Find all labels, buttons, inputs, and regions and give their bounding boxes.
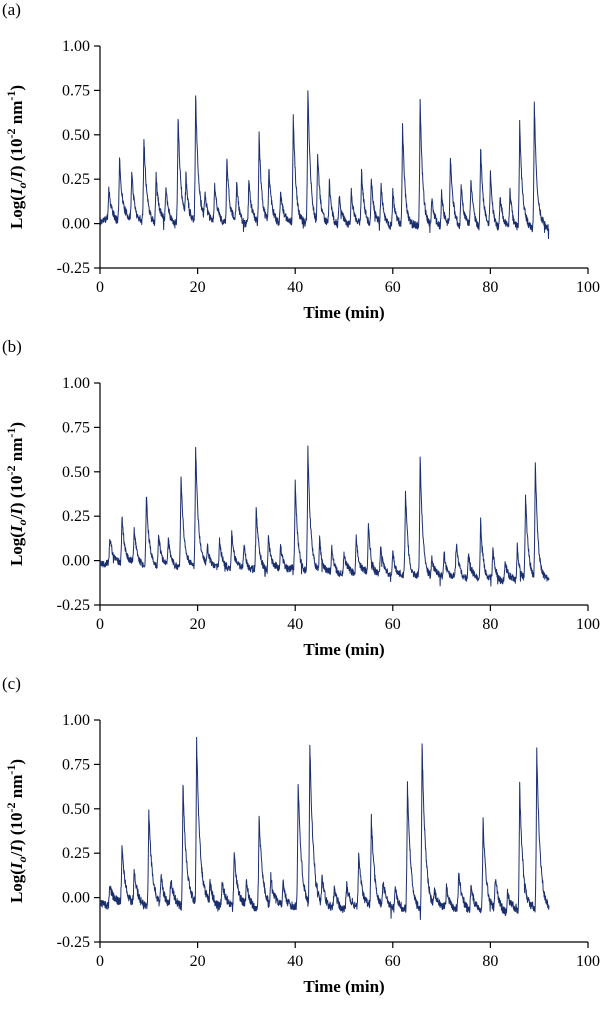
- panel-a: (a) -0.25 0.00 0.25 0.50 0.75 1.00 0 20 40 60 80 10…: [0, 0, 606, 337]
- y-tick-label: 0.00: [62, 890, 90, 907]
- x-tick-label: 20: [190, 279, 206, 296]
- y-tick-label: 0.50: [62, 127, 90, 144]
- y-tick-label: 0.00: [62, 553, 90, 570]
- x-tick-label: 0: [96, 953, 104, 970]
- y-axis-label: Log(Io/I) (10-2 nm-1): [4, 422, 29, 566]
- x-tick-label: 0: [96, 279, 104, 296]
- y-axis-label: Log(Io/I) (10-2 nm-1): [4, 759, 29, 903]
- y-tick-label: 0.75: [62, 756, 90, 773]
- y-tick-label: 0.25: [62, 845, 90, 862]
- x-tick-label: 0: [96, 616, 104, 633]
- x-tick-label: 60: [385, 616, 401, 633]
- y-tick-label: 0.50: [62, 464, 90, 481]
- panel-label-b: (b): [2, 337, 22, 356]
- x-tick-label: 20: [190, 616, 206, 633]
- panel-b: (b) -0.25 0.00 0.25 0.50 0.75 1.00 0 20 40 60 80 10…: [0, 337, 606, 674]
- x-axis-label: Time (min): [303, 640, 384, 659]
- x-axis-label: Time (min): [303, 977, 384, 996]
- chart-a: -0.25 0.00 0.25 0.50 0.75 1.00 0 20 40 60 80 100 Log…: [0, 16, 606, 332]
- x-tick-label: 100: [576, 953, 600, 970]
- chart-b: -0.25 0.00 0.25 0.50 0.75 1.00 0 20 40 60 80 100 Log…: [0, 353, 606, 669]
- y-tick-label: -0.25: [57, 597, 90, 614]
- data-series: [99, 736, 550, 921]
- x-tick-label: 100: [576, 616, 600, 633]
- x-tick-label: 60: [385, 953, 401, 970]
- chart-c: -0.25 0.00 0.25 0.50 0.75 1.00 0 20 40 60 80 100 Log…: [0, 690, 606, 1006]
- y-tick-label: 1.00: [62, 375, 90, 392]
- y-tick-label: 0.25: [62, 171, 90, 188]
- x-tick-label: 20: [190, 953, 206, 970]
- x-tick-label: 40: [287, 616, 303, 633]
- y-tick-label: 0.25: [62, 508, 90, 525]
- y-tick-label: 1.00: [62, 712, 90, 729]
- chart-svg: -0.25 0.00 0.25 0.50 0.75 1.00 0 20 40 60 80 100 Log…: [4, 712, 600, 996]
- panel-c: (c) -0.25 0.00 0.25 0.50 0.75 1.00 0 20 40 60 80 10…: [0, 674, 606, 1011]
- x-tick-label: 40: [287, 279, 303, 296]
- x-tick-label: 80: [482, 953, 498, 970]
- y-tick-label: 0.75: [62, 419, 90, 436]
- x-tick-label: 40: [287, 953, 303, 970]
- data-series: [99, 445, 550, 587]
- x-tick-label: 100: [576, 279, 600, 296]
- y-axis-label: Log(Io/I) (10-2 nm-1): [4, 85, 29, 229]
- y-tick-label: 0.50: [62, 801, 90, 818]
- y-tick-label: 0.75: [62, 82, 90, 99]
- x-tick-label: 80: [482, 616, 498, 633]
- x-tick-label: 80: [482, 279, 498, 296]
- x-tick-label: 60: [385, 279, 401, 296]
- panel-label-a: (a): [2, 0, 21, 19]
- y-tick-label: -0.25: [57, 934, 90, 951]
- y-tick-label: 1.00: [62, 38, 90, 55]
- y-tick-label: 0.00: [62, 216, 90, 233]
- data-series: [99, 90, 550, 240]
- chart-svg: -0.25 0.00 0.25 0.50 0.75 1.00 0 20 40 60 80 100 Log…: [4, 38, 600, 322]
- chart-svg: -0.25 0.00 0.25 0.50 0.75 1.00 0 20 40 60 80 100 Log…: [4, 375, 600, 659]
- x-axis-label: Time (min): [303, 303, 384, 322]
- y-tick-label: -0.25: [57, 260, 90, 277]
- panel-label-c: (c): [2, 674, 21, 693]
